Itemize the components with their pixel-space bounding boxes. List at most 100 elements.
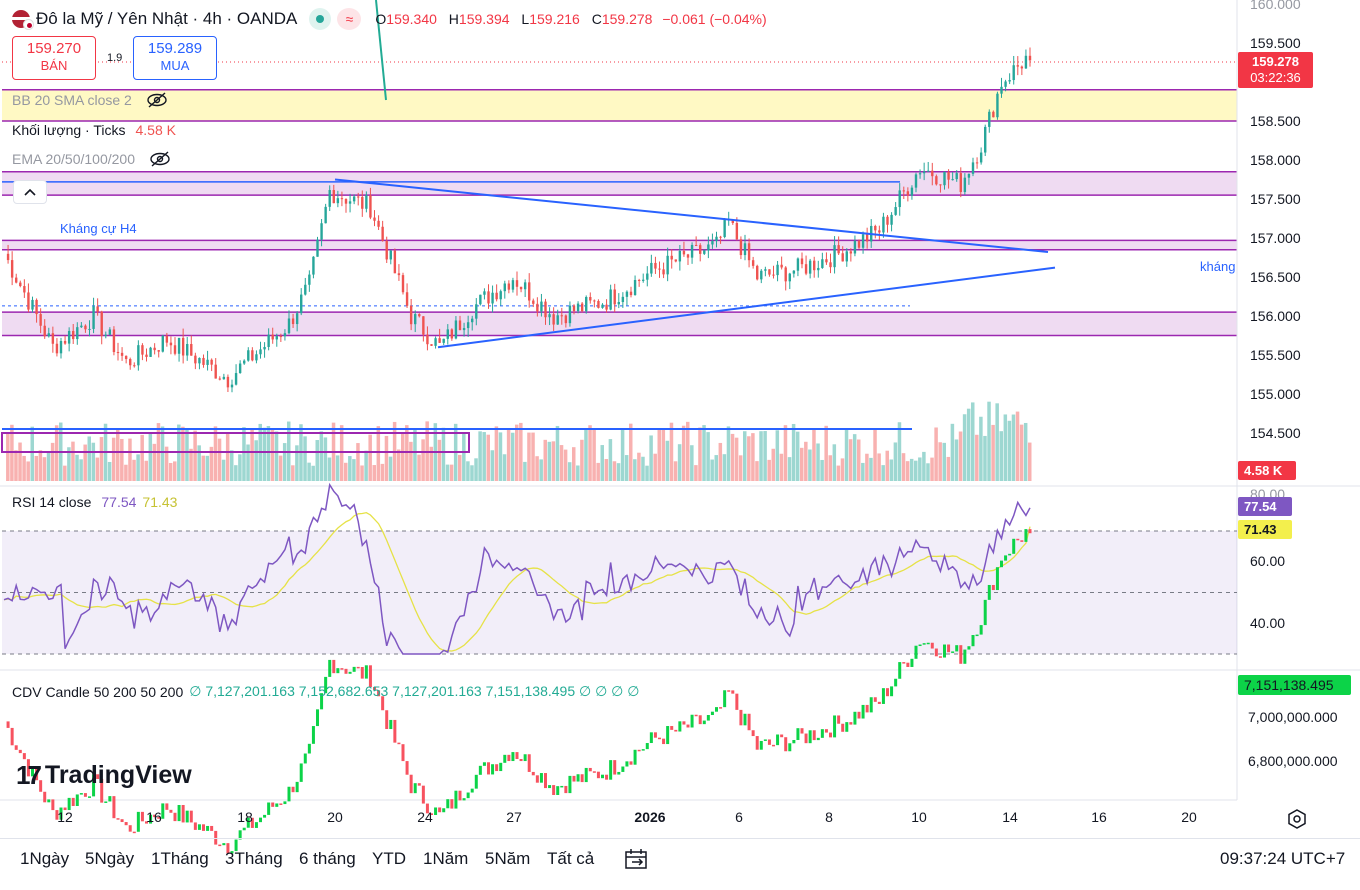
volume-bar — [669, 422, 674, 481]
cdv-candle — [71, 797, 75, 806]
candle-body — [287, 318, 291, 334]
candle-body — [120, 352, 124, 356]
rsi-value: 77.54 — [101, 494, 137, 510]
candle-body — [511, 280, 515, 290]
cdv-candle — [938, 656, 942, 658]
cdv-candle — [161, 803, 165, 819]
timeframe-button[interactable]: 3Tháng — [225, 849, 283, 868]
cdv-candle — [458, 790, 462, 801]
timeframe-button[interactable]: 6 tháng — [299, 849, 356, 868]
volume-bar — [743, 431, 747, 481]
candle-body — [813, 260, 816, 271]
volume-bar — [67, 447, 71, 481]
candle-body — [177, 337, 181, 354]
candle-body — [1004, 81, 1007, 87]
volume-bar — [116, 428, 120, 481]
candle-body — [157, 350, 160, 352]
cdv-candle — [519, 759, 523, 762]
timeframe-button[interactable]: Tất cả — [547, 849, 595, 868]
timeframe-button[interactable]: 1Tháng — [151, 849, 209, 868]
timeframe-button[interactable]: 1Ngày — [20, 849, 70, 868]
candle-body — [80, 325, 83, 328]
cdv-candle — [987, 584, 991, 600]
volume-bar — [474, 458, 478, 481]
cdv-candle — [267, 802, 271, 815]
cdv-candle — [116, 818, 120, 820]
price-axis-label: 155.000 — [1250, 386, 1301, 402]
cdv-candle — [841, 723, 845, 732]
cdv-candle — [1028, 529, 1032, 534]
cdv-candle — [128, 825, 132, 832]
sell-button[interactable]: 159.270 BÁN — [12, 36, 96, 80]
volume-bar — [649, 435, 653, 481]
eye-hidden-icon[interactable] — [149, 151, 171, 167]
volume-bar — [278, 455, 283, 481]
candle-body — [84, 325, 87, 330]
cdv-candle — [894, 678, 898, 687]
volume-legend[interactable]: Khối lượng · Ticks 4.58 K — [12, 122, 176, 138]
price-axis-label: 158.500 — [1250, 113, 1301, 129]
cdv-axis-7000: 7,000,000.000 — [1248, 709, 1338, 725]
cdv-candle — [548, 785, 552, 789]
candle-body — [1012, 65, 1015, 81]
cdv-candle — [348, 671, 352, 674]
volume-bar — [934, 427, 938, 481]
cdv-candle — [430, 813, 433, 815]
candle-body — [670, 255, 673, 260]
rsi-legend[interactable]: RSI 14 close 77.54 71.43 — [12, 494, 177, 510]
eye-hidden-icon[interactable] — [146, 92, 168, 108]
cdv-candle — [784, 737, 788, 752]
buy-button[interactable]: 159.289 MUA — [133, 36, 217, 80]
cdv-candle — [482, 762, 486, 766]
candle-body — [886, 216, 889, 225]
cdv-legend[interactable]: CDV Candle 50 200 50 200 ∅ 7,127,201.163… — [12, 683, 639, 700]
volume-bar — [14, 450, 18, 481]
timeframe-button[interactable]: 5Năm — [485, 849, 531, 868]
candle-body — [405, 292, 409, 306]
volume-bar — [376, 426, 381, 481]
volume-bar — [124, 464, 128, 481]
current-price: 159.278 — [1252, 54, 1299, 69]
volume-bar — [779, 453, 784, 481]
timeframe-button[interactable]: 5Ngày — [85, 849, 135, 868]
candle-body — [6, 253, 10, 261]
volume-bar — [360, 465, 364, 481]
timeframe-button[interactable]: 1Năm — [423, 849, 469, 868]
symbol-title[interactable]: Đô la Mỹ / Yên Nhật · 4h · OANDA — [36, 9, 298, 28]
tradingview-logo[interactable]: 17 TradingView — [16, 760, 192, 791]
change-value: −0.061 (−0.04%) — [662, 11, 767, 27]
volume-bar — [238, 454, 242, 481]
cdv-candle — [18, 749, 22, 754]
volume-bar — [364, 450, 368, 481]
cdv-candle — [845, 722, 849, 732]
candle-body — [694, 244, 698, 246]
candle-body — [141, 345, 144, 355]
volume-bar — [234, 465, 238, 481]
timeframe-button[interactable]: YTD — [372, 849, 406, 868]
clock[interactable]: 09:37:24 UTC+7 — [1220, 849, 1346, 868]
volume-bar — [714, 455, 718, 481]
settings-icon[interactable] — [1286, 808, 1308, 835]
collapse-legend-button[interactable] — [13, 180, 47, 204]
cdv-candle — [698, 715, 702, 725]
candle-body — [837, 245, 840, 254]
compare-range-icon[interactable] — [624, 847, 650, 876]
volume-bar — [612, 461, 617, 481]
cdv-candle — [580, 774, 584, 783]
volume-bar — [498, 432, 503, 481]
price-axis-label: 160.000 — [1250, 0, 1301, 12]
cdv-candle — [409, 774, 413, 794]
volume-bar — [368, 434, 372, 481]
cdv-candle — [246, 817, 250, 828]
ema-legend[interactable]: EMA 20/50/100/200 — [12, 151, 171, 167]
cdv-candle — [727, 690, 731, 692]
candle-body — [735, 223, 739, 240]
bb-legend[interactable]: BB 20 SMA close 2 — [12, 92, 168, 108]
price-axis-label: 156.500 — [1250, 269, 1301, 285]
cdv-candle — [189, 810, 193, 823]
wave-icon[interactable]: ≈ — [337, 8, 362, 30]
cdv-candle — [877, 701, 881, 704]
time-axis-label: 12 — [57, 809, 73, 825]
cdv-candle — [340, 668, 344, 670]
